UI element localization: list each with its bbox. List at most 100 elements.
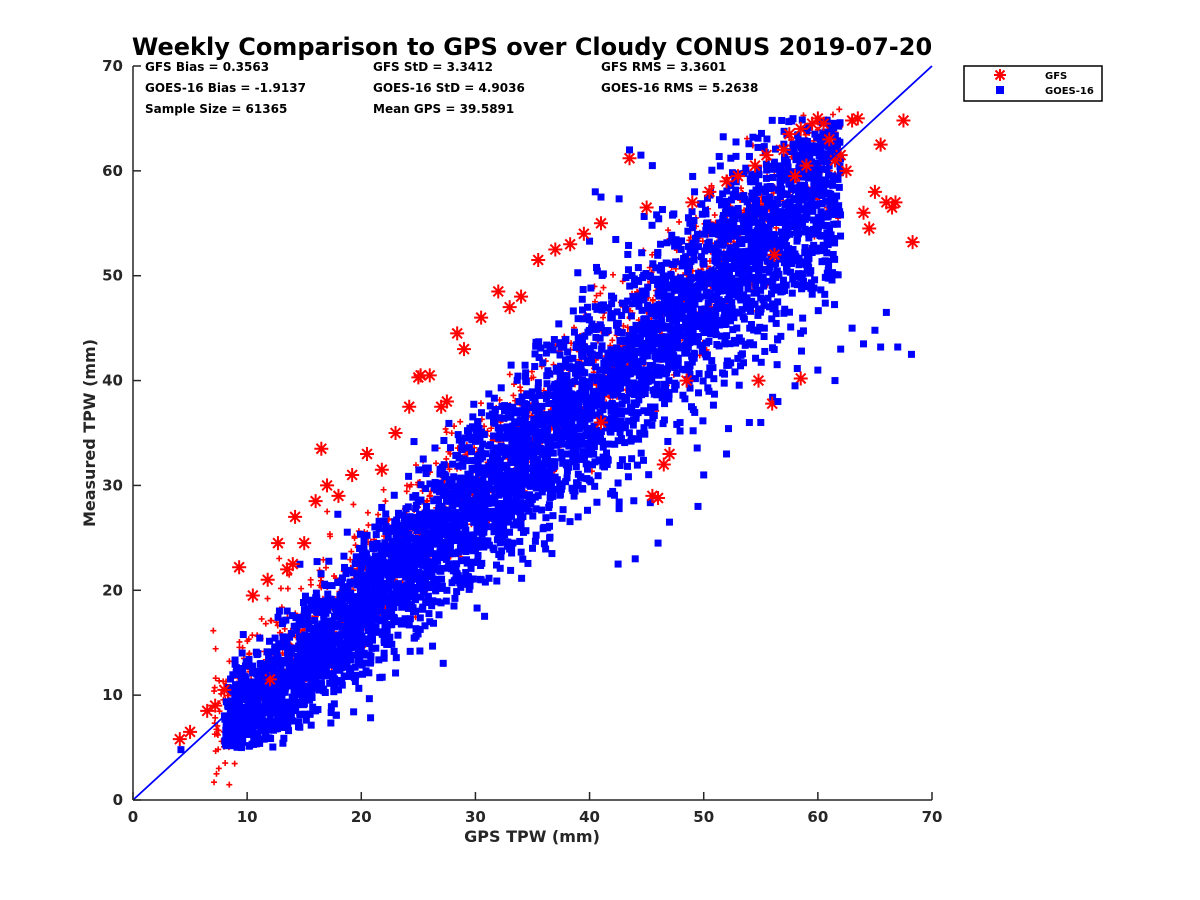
goes-point [579,376,587,384]
goes-point [263,702,271,710]
goes-point [683,325,691,333]
gfs-point [212,675,219,682]
gfs-point [212,645,219,652]
goes-point [642,269,650,277]
goes-point [815,244,823,252]
goes-point [415,466,423,474]
goes-point [645,373,653,381]
goes-point [648,221,656,229]
gfs-point [262,620,269,627]
goes-point [629,356,637,364]
goes-point [664,437,672,445]
goes-point [772,310,780,318]
goes-point [663,259,671,267]
goes-point [797,141,805,149]
goes-point [624,473,632,481]
goes-point [578,295,586,303]
goes-point [402,534,410,542]
goes-point [563,474,571,482]
gfs-point [426,492,433,499]
goes-point [286,682,294,690]
goes-point [751,265,759,273]
goes-point [523,499,531,507]
goes-point [436,502,444,510]
goes-point [292,691,300,699]
goes-point [728,299,736,307]
goes-point [547,489,555,497]
goes-point [591,411,599,419]
goes-point [224,713,232,721]
goes-point [522,377,530,385]
goes-point [630,391,638,399]
goes-point [677,274,685,282]
goes-point [630,399,638,407]
goes-point [503,499,511,507]
goes-point [817,165,825,173]
gfs-point [284,585,291,592]
goes-point [485,390,493,398]
goes-point [410,438,418,446]
goes-point [604,365,612,373]
goes-point [837,232,845,240]
goes-point [786,148,794,156]
goes-point [636,429,644,437]
goes-point [625,429,633,437]
goes-point [292,626,300,634]
goes-point [738,267,746,275]
goes-point [772,319,780,327]
goes-point [267,648,275,656]
goes-point [732,208,740,216]
goes-point [615,195,623,203]
goes-point [598,345,606,353]
gfs-point [382,498,389,505]
goes-point [465,444,473,452]
goes-point [422,599,430,607]
goes-point [789,140,797,148]
goes-point [539,359,547,367]
gfs-point [610,271,617,278]
goes-point [719,133,727,141]
goes-point [381,539,389,547]
goes-point [625,417,633,425]
goes-point [572,448,580,456]
goes-point [635,372,643,380]
goes-point [802,155,810,163]
goes-point [361,549,369,557]
goes-point [238,649,246,657]
goes-point [596,432,604,440]
goes-point [578,380,586,388]
goes-point [444,482,452,490]
goes-point [492,520,500,528]
goes-point [690,217,698,225]
goes-point [682,262,690,270]
gfs-point [365,522,372,529]
goes-point [555,398,563,406]
goes-point [271,634,279,642]
goes-point [516,537,524,545]
goes-point [624,250,632,258]
goes-point [428,509,436,517]
goes-point [668,231,676,239]
goes-point [574,315,582,323]
goes-point [674,313,682,321]
goes-point [808,290,816,298]
goes-point [333,613,341,621]
goes-point [305,625,313,633]
goes-point [781,218,789,226]
goes-point [367,714,375,722]
goes-point [586,237,594,245]
goes-point [712,246,720,254]
goes-point [538,506,546,514]
goes-point [812,160,820,168]
goes-point [583,465,591,473]
goes-point [686,219,694,227]
goes-point [766,220,774,228]
goes-point [309,603,317,611]
goes-point [559,459,567,467]
goes-point [347,656,355,664]
goes-point [717,332,725,340]
goes-point [646,499,654,507]
goes-point [765,226,773,234]
goes-point [498,478,506,486]
goes-point [507,361,515,369]
